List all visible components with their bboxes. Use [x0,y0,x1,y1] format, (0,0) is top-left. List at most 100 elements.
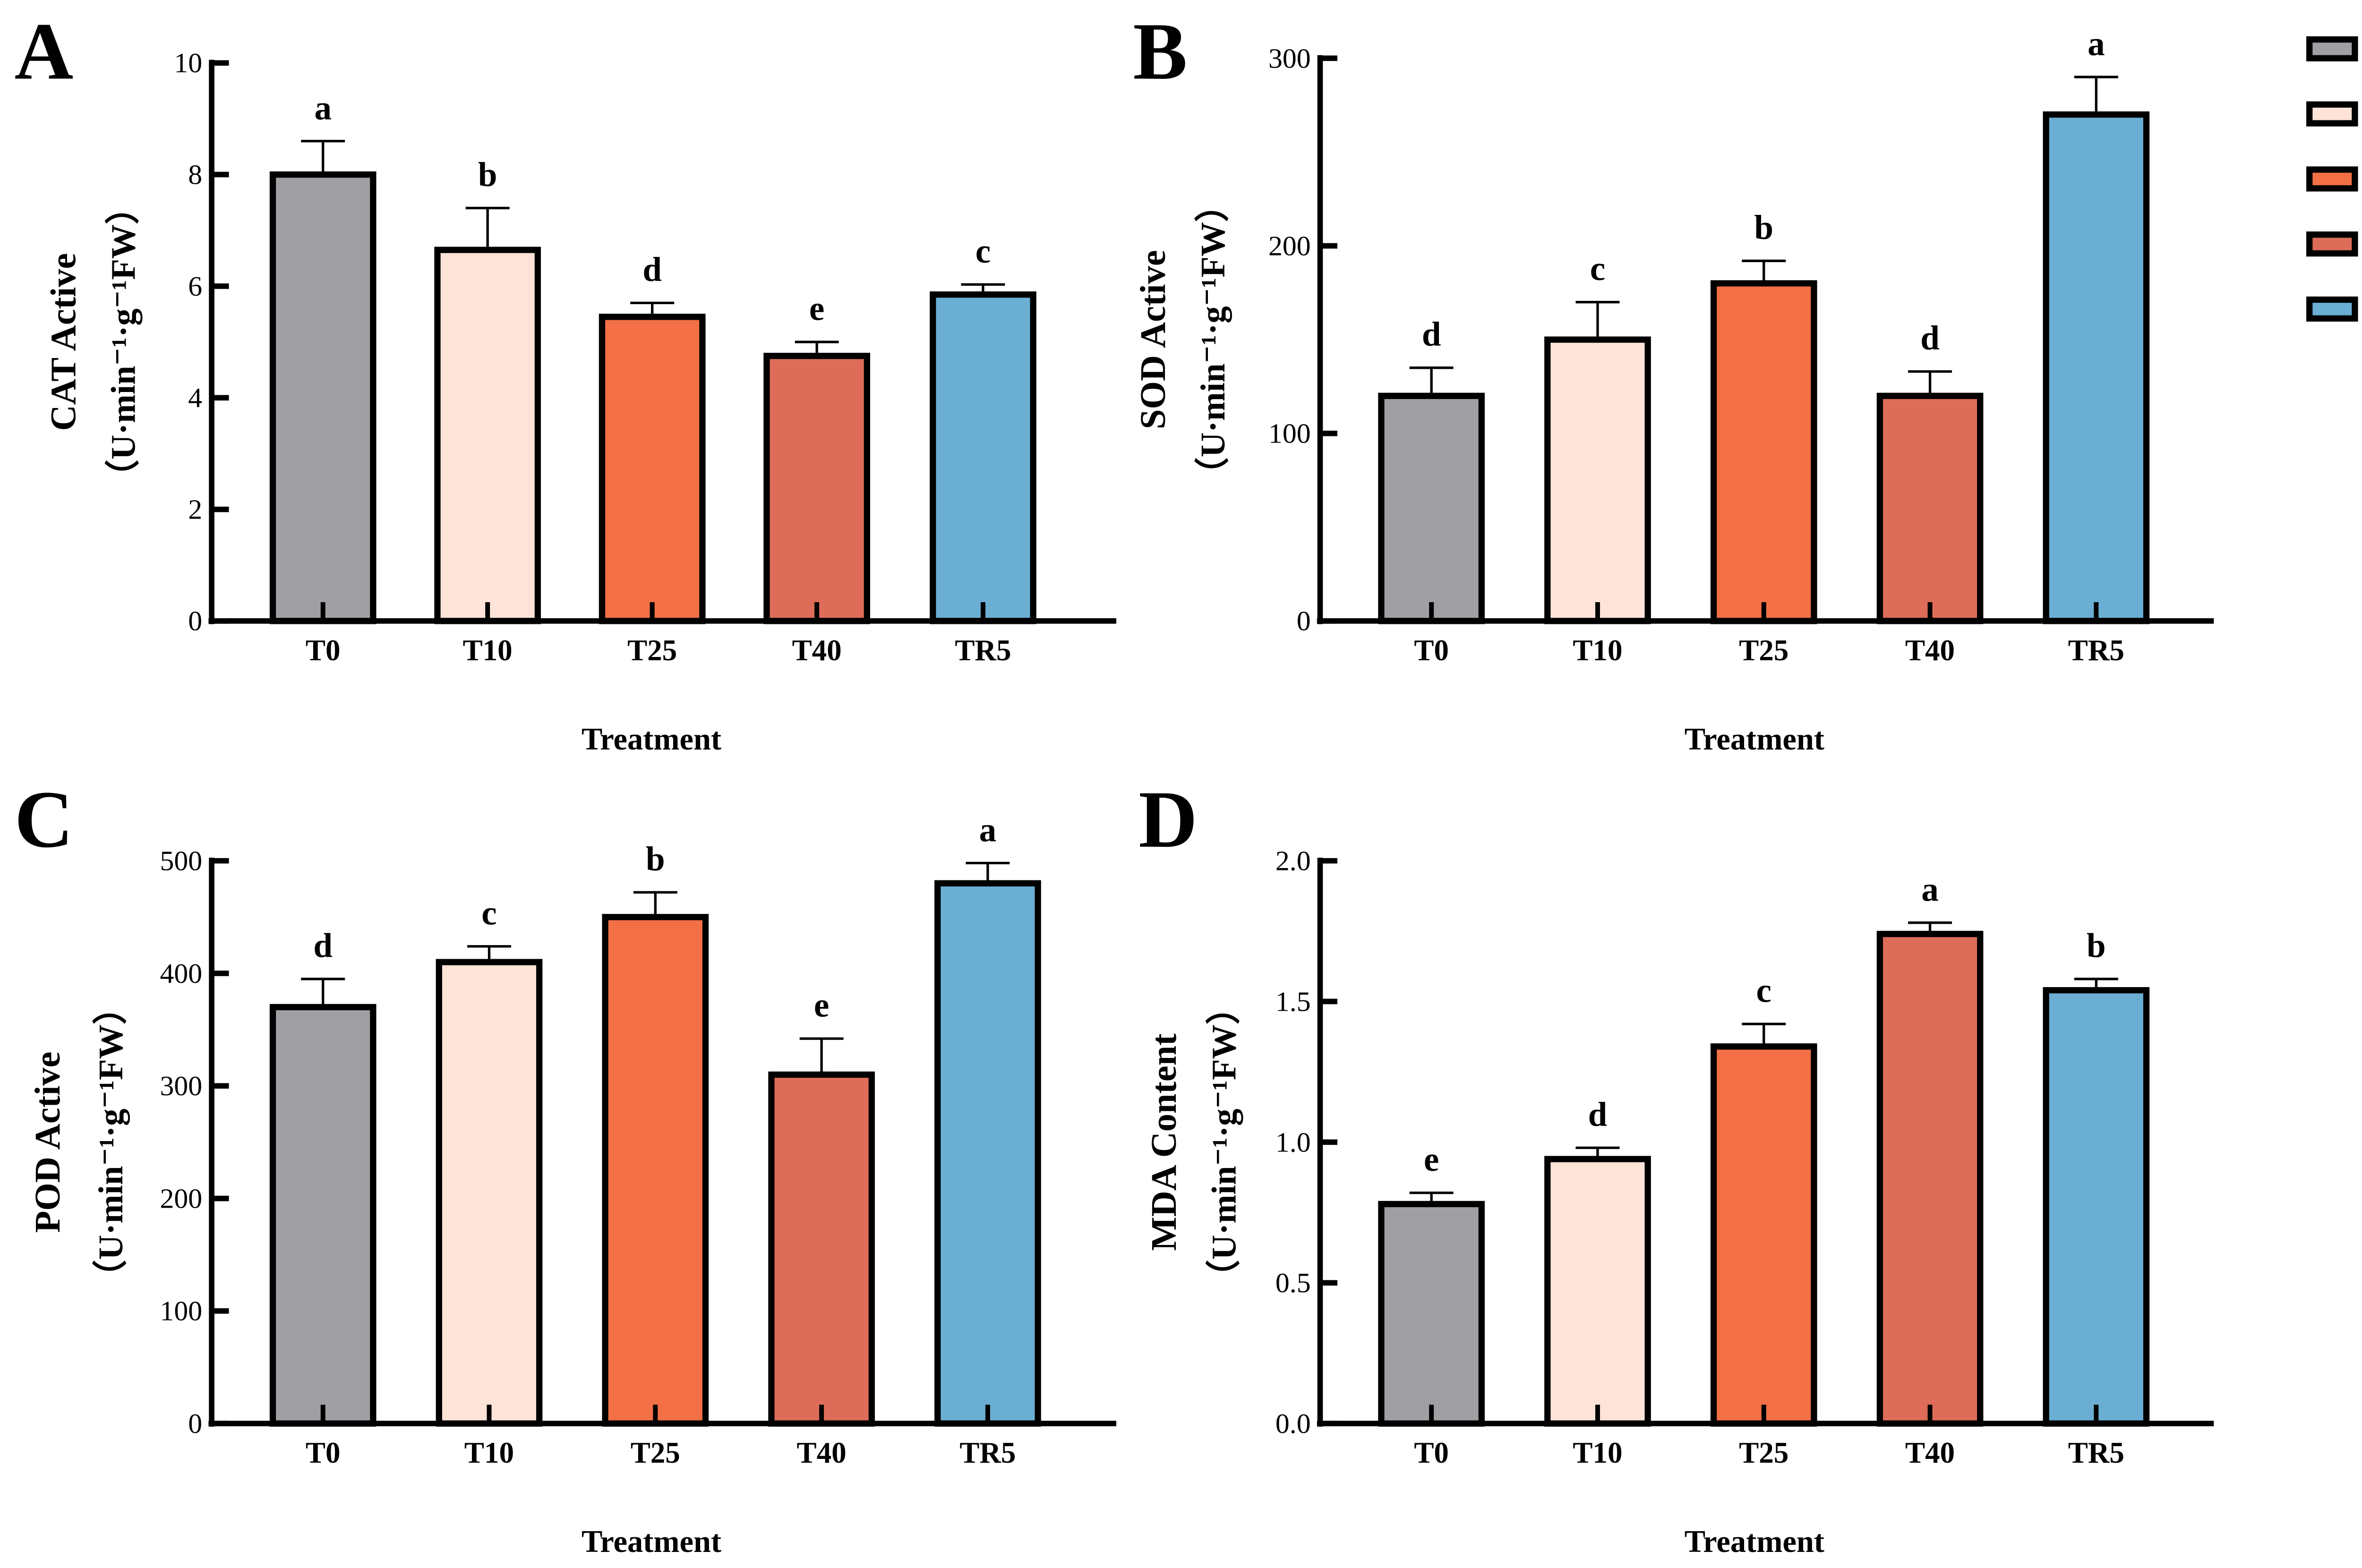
significance-letter: d [1920,319,1940,357]
significance-letter: d [1422,315,1441,353]
significance-letter: a [1921,870,1939,908]
bar-t0 [269,171,377,624]
x-tick-label: T10 [463,634,513,667]
y-tick-label: 500 [160,845,203,877]
y-tick-label: 4 [188,382,202,413]
x-tick-label: T10 [464,1436,514,1469]
x-tick-label: T25 [631,1436,680,1469]
panel-label: B [1133,7,1187,97]
bar-t25 [599,314,706,624]
x-tick-label: T25 [1739,1436,1789,1469]
significance-letter: a [2088,25,2105,63]
bar-t0 [1378,1201,1485,1427]
x-tick-label: T10 [1573,1436,1622,1469]
y-axis-unit: （U·min⁻¹·g⁻¹FW） [1205,990,1243,1294]
y-axis-label: POD Active [27,1052,68,1233]
x-axis-label: Treatment [582,722,721,757]
panel-label: A [15,7,74,97]
x-tick-label: TR5 [2068,634,2124,667]
x-tick-label: T25 [627,634,677,667]
bar-t10 [436,959,543,1427]
y-axis-unit: （U·min⁻¹·g⁻¹FW） [92,990,130,1294]
y-tick-label: 0.0 [1275,1408,1311,1439]
significance-letter: b [1754,208,1773,247]
y-tick-label: 0 [1297,605,1311,637]
bar-t25 [602,914,709,1427]
x-tick-label: T0 [306,634,341,667]
x-tick-label: T0 [306,1436,341,1469]
y-tick-label: 300 [1268,43,1311,74]
significance-letter: c [481,894,496,932]
x-tick-label: T0 [1414,634,1449,667]
bar-tr5 [2043,987,2150,1427]
bar-t40 [1876,392,1984,624]
x-tick-label: TR5 [2068,1436,2124,1469]
bar-t10 [434,247,541,624]
y-tick-label: 100 [1268,418,1311,449]
significance-letter: e [1424,1140,1439,1178]
bar-t0 [269,1004,377,1427]
significance-letter: c [1590,249,1605,288]
significance-letter: a [979,810,997,849]
y-tick-label: 6 [188,271,202,302]
bar-t25 [1710,280,1817,624]
y-tick-label: 8 [188,159,202,190]
panel-d: De T0 d T10 c T25 a T40 b TR5 0.0 0.5 1.0 1.5 2.0 Treat… [1138,775,2214,1559]
legend-swatch-t25 [2306,166,2358,192]
y-tick-label: 100 [160,1295,203,1327]
y-tick-label: 1.0 [1275,1126,1311,1158]
panel-label: C [15,775,74,865]
x-tick-label: T25 [1739,634,1789,667]
x-tick-label: T10 [1573,634,1622,667]
significance-letter: e [814,986,829,1024]
y-tick-label: 2.0 [1275,845,1311,877]
x-axis-label: Treatment [1685,1525,1824,1559]
bar-tr5 [934,880,1041,1427]
y-tick-label: 10 [174,47,202,78]
significance-letter: a [314,88,332,127]
y-axis-label: CAT Active [43,253,83,431]
legend-swatch-t10 [2306,101,2358,127]
y-axis-label: MDA Content [1144,1033,1184,1251]
x-tick-label: T40 [792,634,842,667]
legend-swatch-tr5 [2306,296,2358,322]
significance-letter: d [313,926,333,964]
bar-t10 [1544,336,1651,624]
y-tick-label: 2 [188,494,202,525]
significance-letter: b [646,840,665,878]
x-tick-label: TR5 [959,1436,1016,1469]
bar-t40 [768,1071,875,1427]
legend: T0T10T25T40TR5 [2306,36,2358,322]
legend-swatch-t40 [2306,231,2358,257]
significance-letter: d [1588,1095,1608,1133]
x-tick-label: T0 [1414,1436,1449,1469]
legend-swatch-t0 [2306,36,2358,61]
bar-tr5 [930,291,1036,624]
significance-letter: c [976,232,991,270]
significance-letter: e [809,290,824,328]
panel-c: Cd T0 c T10 b T25 e T40 a TR5 0 100 200 300 400 500 Trea… [15,775,1117,1559]
y-tick-label: 1.5 [1275,986,1311,1017]
y-tick-label: 200 [1268,230,1311,261]
x-tick-label: T40 [1905,634,1955,667]
y-axis-unit: （U·min⁻¹·g⁻¹FW） [104,190,142,494]
x-tick-label: T40 [797,1436,847,1469]
y-tick-label: 200 [160,1183,203,1214]
bar-t0 [1378,392,1485,624]
x-axis-label: Treatment [582,1525,721,1559]
significance-letter: b [478,155,497,194]
bar-tr5 [2043,111,2150,624]
y-tick-label: 0 [188,605,202,637]
y-tick-label: 300 [160,1070,203,1101]
panel-b: Bd T0 c T10 b T25 d T40 a TR5 0 100 200 300 Treatment S… [1133,7,2214,757]
significance-letter: d [642,250,662,289]
x-tick-label: T40 [1905,1436,1955,1469]
bar-t25 [1710,1043,1817,1427]
y-tick-label: 0 [188,1408,202,1439]
y-tick-label: 400 [160,958,203,989]
panel-label: D [1138,775,1198,865]
y-axis-label: SOD Active [1133,250,1173,429]
bar-t40 [763,352,870,624]
significance-letter: c [1756,971,1772,1010]
